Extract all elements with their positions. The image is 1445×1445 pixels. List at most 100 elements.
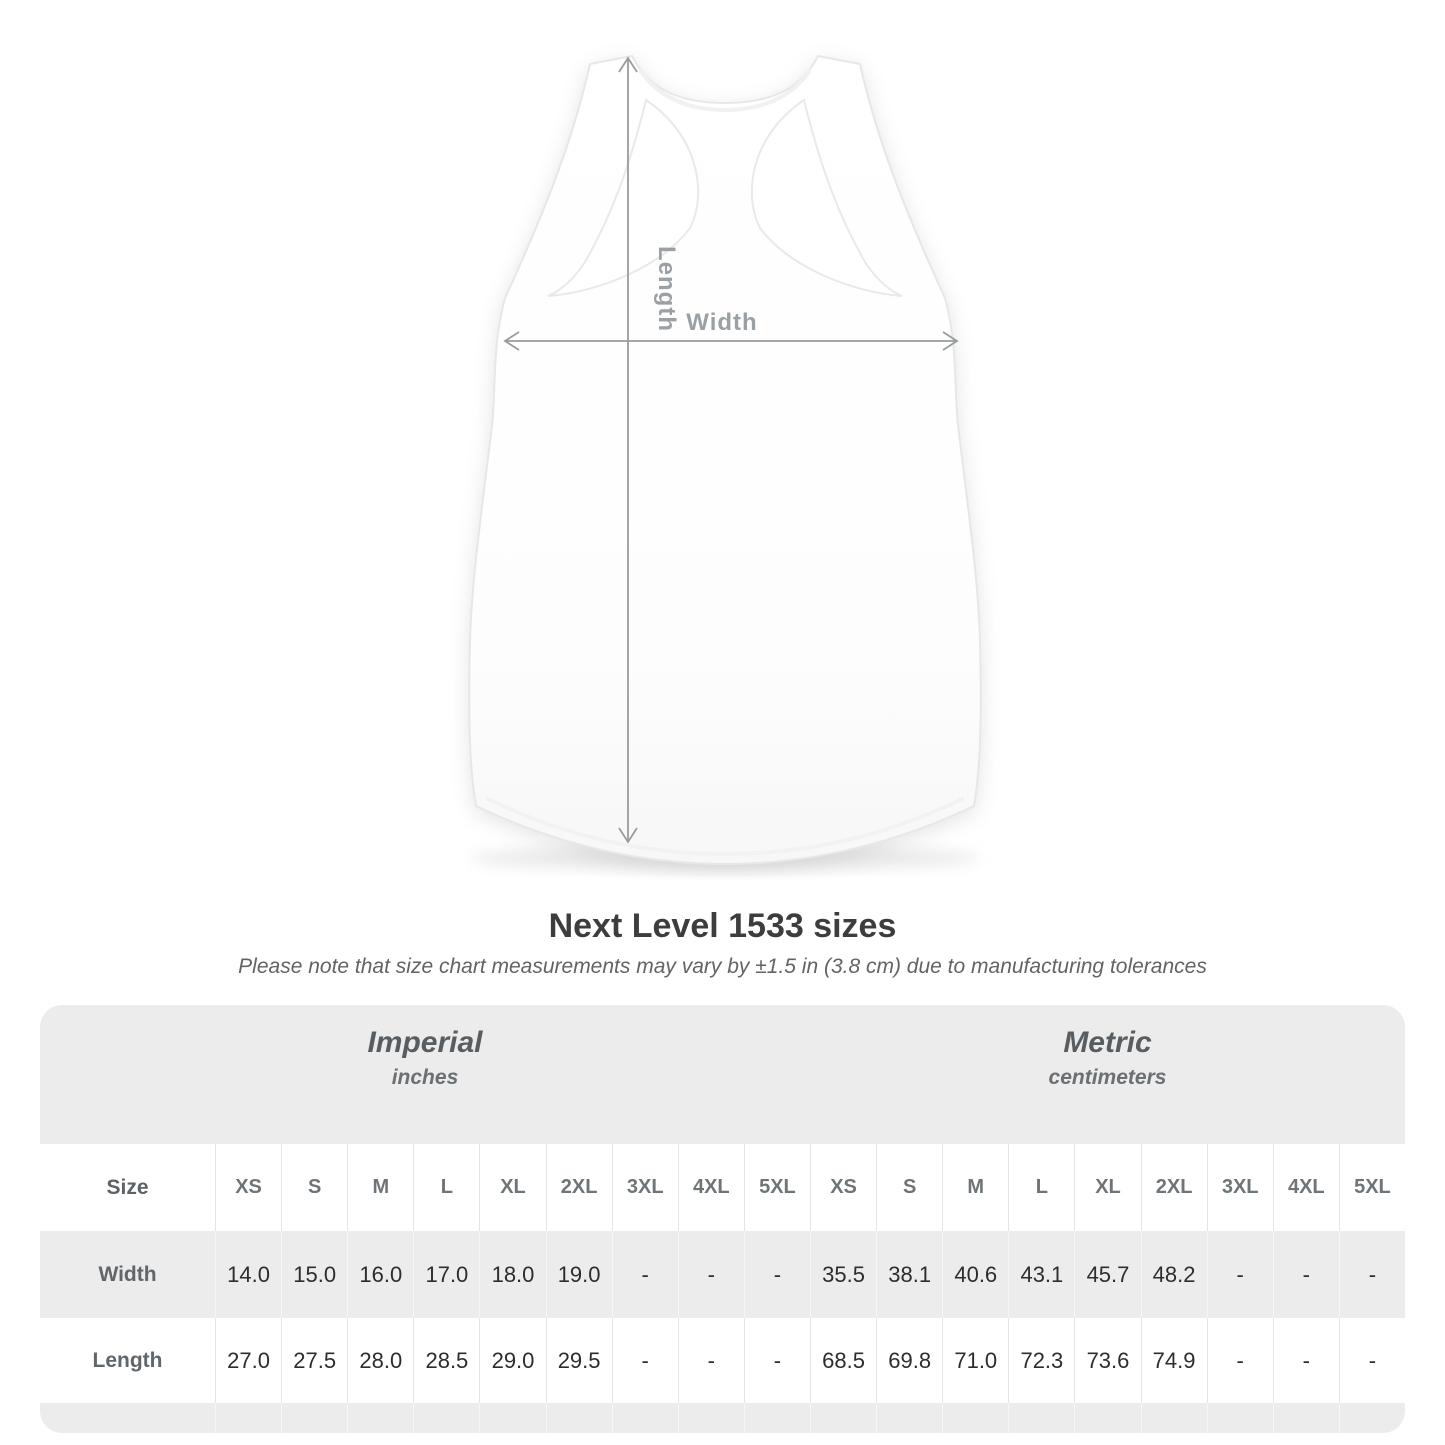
footer-cell <box>1338 1403 1405 1433</box>
size-chart-table: Imperial inches Metric centimeters Size … <box>40 1005 1405 1433</box>
value-cell: - <box>1338 1231 1405 1318</box>
size-header-metric-2xl: 2XL <box>1140 1144 1207 1231</box>
value-cell: 29.5 <box>545 1318 612 1403</box>
value-cell: 45.7 <box>1074 1231 1141 1318</box>
value-cell: 68.5 <box>809 1318 877 1403</box>
value-cell: 43.1 <box>1008 1231 1075 1318</box>
width-label: Width <box>686 309 757 336</box>
value-cell: 74.9 <box>1140 1318 1207 1403</box>
footer-cell <box>215 1403 282 1433</box>
value-cell: 28.5 <box>413 1318 480 1403</box>
imperial-unit-label: inches <box>391 1066 459 1089</box>
tank-top-diagram: Width Length <box>468 54 982 871</box>
footer-cell <box>413 1403 480 1433</box>
hem-trim <box>485 796 965 857</box>
value-cell: 48.2 <box>1140 1231 1207 1318</box>
page-title: Next Level 1533 sizes <box>548 907 897 945</box>
value-cell: 69.8 <box>876 1318 943 1403</box>
footer-cell <box>1074 1403 1141 1433</box>
size-header-row: Size XS S M L XL 2XL 3XL 4XL 5XL XS S M … <box>40 1144 1405 1231</box>
value-cell: 38.1 <box>876 1231 943 1318</box>
value-cell: 35.5 <box>809 1231 877 1318</box>
value-cell: 27.0 <box>215 1318 282 1403</box>
value-cell: 71.0 <box>942 1318 1009 1403</box>
footer-cell <box>743 1403 810 1433</box>
metric-group-header: Metric centimeters <box>809 1005 1405 1144</box>
size-chart-heading: Next Level 1533 sizes Please note that s… <box>0 908 1445 980</box>
value-cell: 73.6 <box>1074 1318 1141 1403</box>
value-cell: 72.3 <box>1008 1318 1075 1403</box>
value-cell: - <box>611 1231 678 1318</box>
value-cell: - <box>1338 1318 1405 1403</box>
measurement-arrows <box>503 56 959 844</box>
footer-cell <box>1206 1403 1273 1433</box>
value-cell: 27.5 <box>281 1318 348 1403</box>
length-arrowhead-top <box>618 56 638 73</box>
size-header-imperial-l: L <box>413 1144 480 1231</box>
footer-cell <box>1140 1403 1207 1433</box>
value-cell: - <box>743 1231 810 1318</box>
width-row-label: Width <box>40 1231 215 1318</box>
footer-cell <box>281 1403 348 1433</box>
size-header-imperial-5xl: 5XL <box>743 1144 810 1231</box>
left-armhole-cutout <box>547 98 700 297</box>
footer-cell <box>677 1403 744 1433</box>
footer-cell <box>942 1403 1009 1433</box>
length-arrowhead-bottom <box>618 827 638 844</box>
value-cell: - <box>1206 1231 1273 1318</box>
right-armhole-cutout <box>750 98 903 297</box>
imperial-label: Imperial <box>367 1026 483 1059</box>
value-cell: 17.0 <box>413 1231 480 1318</box>
length-row: Length 27.0 27.5 28.0 28.5 29.0 29.5 - -… <box>40 1318 1405 1403</box>
footer-cell <box>611 1403 678 1433</box>
value-cell: - <box>1206 1318 1273 1403</box>
unit-group-row: Imperial inches Metric centimeters <box>40 1005 1405 1144</box>
metric-unit-label: centimeters <box>1048 1066 1167 1089</box>
length-row-label: Length <box>40 1318 215 1403</box>
value-cell: 15.0 <box>281 1231 348 1318</box>
value-cell: 16.0 <box>347 1231 414 1318</box>
footer-cell <box>40 1403 215 1433</box>
size-header-metric-l: L <box>1008 1144 1075 1231</box>
size-header-imperial-s: S <box>281 1144 348 1231</box>
neck-trim <box>638 68 812 113</box>
footer-cell <box>545 1403 612 1433</box>
value-cell: 18.0 <box>479 1231 546 1318</box>
size-header-metric-s: S <box>876 1144 943 1231</box>
product-measurement-figure: Width Length <box>468 54 982 871</box>
size-header-metric-4xl: 4XL <box>1272 1144 1339 1231</box>
value-cell: - <box>1272 1318 1339 1403</box>
footer-cell <box>1272 1403 1339 1433</box>
size-header-metric-5xl: 5XL <box>1338 1144 1405 1231</box>
value-cell: - <box>677 1318 744 1403</box>
imperial-group-header: Imperial inches <box>40 1005 810 1144</box>
value-cell: 28.0 <box>347 1318 414 1403</box>
metric-label: Metric <box>1063 1026 1152 1059</box>
value-cell: 40.6 <box>942 1231 1009 1318</box>
size-header-imperial-xl: XL <box>479 1144 546 1231</box>
size-header-metric-xl: XL <box>1074 1144 1141 1231</box>
size-header-imperial-xs: XS <box>215 1144 282 1231</box>
size-header-imperial-2xl: 2XL <box>545 1144 612 1231</box>
size-header-imperial-4xl: 4XL <box>677 1144 744 1231</box>
width-row: Width 14.0 15.0 16.0 17.0 18.0 19.0 - - … <box>40 1231 1405 1318</box>
footer-cell <box>347 1403 414 1433</box>
footer-cell <box>809 1403 877 1433</box>
value-cell: - <box>743 1318 810 1403</box>
tolerance-note: Please note that size chart measurements… <box>238 955 1207 978</box>
width-arrowhead-right <box>942 331 959 351</box>
size-header-metric-xs: XS <box>809 1144 877 1231</box>
value-cell: 19.0 <box>545 1231 612 1318</box>
value-cell: - <box>1272 1231 1339 1318</box>
size-header-imperial-m: M <box>347 1144 414 1231</box>
value-cell: - <box>611 1318 678 1403</box>
footer-cell <box>876 1403 943 1433</box>
size-header-metric-m: M <box>942 1144 1009 1231</box>
value-cell: - <box>677 1231 744 1318</box>
width-arrowhead-left <box>503 331 520 351</box>
size-header-imperial-3xl: 3XL <box>611 1144 678 1231</box>
size-header-metric-3xl: 3XL <box>1206 1144 1273 1231</box>
value-cell: 14.0 <box>215 1231 282 1318</box>
footer-cell <box>479 1403 546 1433</box>
size-column-header: Size <box>40 1144 215 1231</box>
